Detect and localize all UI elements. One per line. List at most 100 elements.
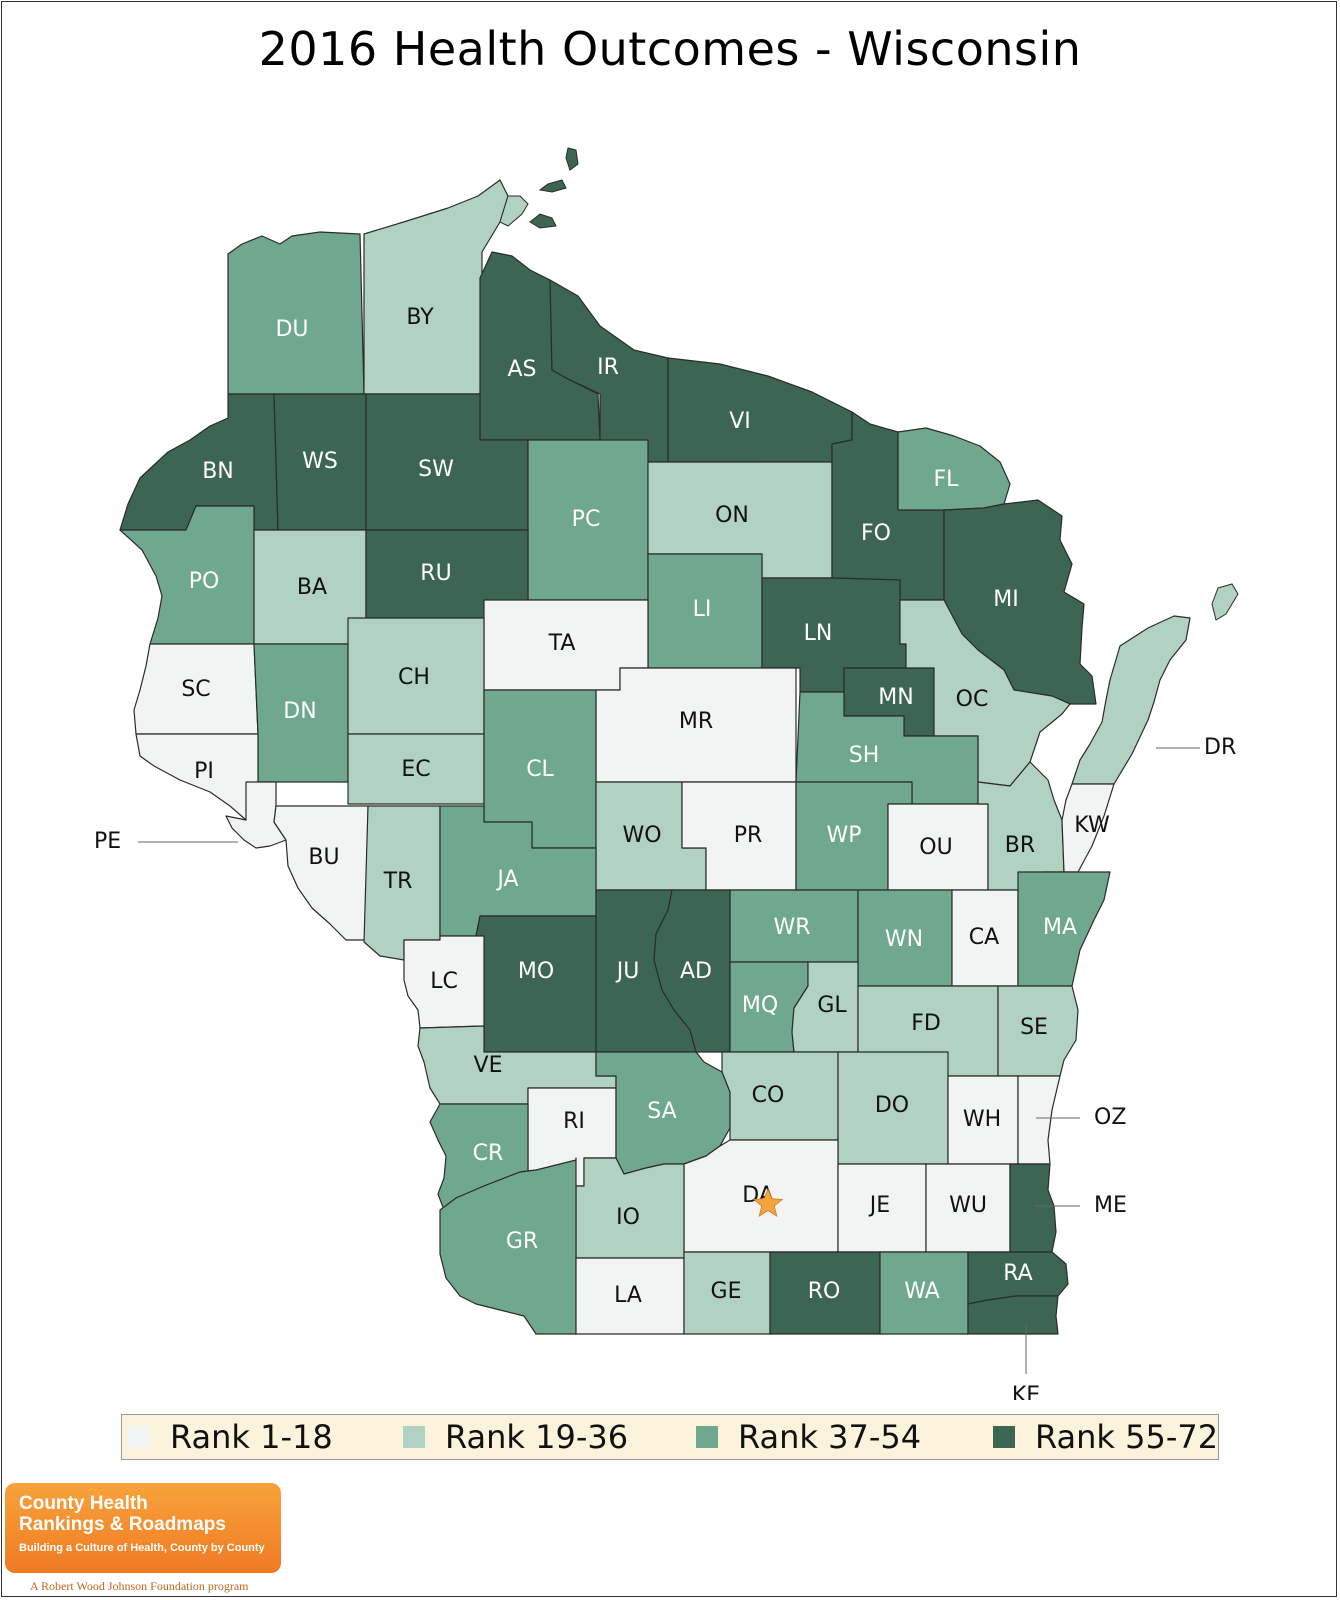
county-label-wo: WO — [622, 823, 661, 848]
county-dr-island — [1211, 583, 1239, 621]
legend-swatch — [128, 1426, 150, 1448]
county-label-ln: LN — [804, 621, 833, 646]
county-label-by: BY — [406, 305, 434, 330]
county-label-on: ON — [715, 503, 749, 528]
county-oz[interactable] — [1017, 1075, 1061, 1165]
county-label-fd: FD — [911, 1011, 941, 1036]
county-pi[interactable] — [135, 733, 259, 821]
county-label-li: LI — [693, 597, 712, 622]
capital-marker — [752, 1187, 784, 1217]
county-fl[interactable] — [897, 427, 1011, 511]
county-label-io: IO — [616, 1205, 640, 1230]
legend-swatch — [993, 1426, 1015, 1448]
leader-lines — [138, 747, 1200, 1374]
county-label-ru: RU — [420, 561, 451, 586]
county-label-as: AS — [507, 357, 536, 382]
county-label-mr: MR — [679, 709, 713, 734]
county-label-ca: CA — [969, 925, 999, 950]
legend-label: Rank 37-54 — [738, 1418, 922, 1456]
legend-item-rank-19-36: Rank 19-36 — [403, 1418, 629, 1456]
county-label-ja: JA — [495, 867, 518, 892]
county-label-cr: CR — [473, 1141, 504, 1166]
county-label-fo: FO — [861, 521, 891, 546]
legend-label: Rank 19-36 — [445, 1418, 629, 1456]
county-label-ec: EC — [401, 757, 430, 782]
map-legend: Rank 1-18 Rank 19-36 Rank 37-54 Rank 55-… — [121, 1414, 1219, 1460]
logo-tagline: Building a Culture of Health, County by … — [19, 1542, 265, 1554]
county-label-ge: GE — [711, 1279, 742, 1304]
county-label-wh: WH — [963, 1107, 1001, 1132]
county-label-dr: DR — [1204, 735, 1236, 760]
county-label-po: PO — [189, 569, 220, 594]
map-title: 2016 Health Outcomes - Wisconsin — [258, 22, 1082, 76]
county-label-wu: WU — [949, 1193, 987, 1218]
county-label-ir: IR — [597, 355, 619, 380]
county-label-fl: FL — [934, 467, 960, 492]
county-label-ju: JU — [615, 959, 640, 984]
county-label-cl: CL — [526, 757, 554, 782]
county-label-du: DU — [275, 317, 308, 342]
county-label-pi: PI — [194, 759, 214, 784]
county-mo[interactable] — [475, 915, 597, 1053]
county-label-gl: GL — [817, 993, 847, 1018]
county-label-mn: MN — [878, 685, 913, 710]
county-label-wr: WR — [773, 915, 810, 940]
county-label-wn: WN — [885, 927, 923, 952]
county-io[interactable] — [575, 1157, 685, 1259]
county-pe[interactable] — [225, 781, 287, 849]
county-by-island — [499, 195, 529, 227]
county-health-rankings-logo[interactable]: County Health Rankings & Roadmaps Buildi… — [5, 1483, 281, 1573]
county-me[interactable] — [1009, 1163, 1057, 1253]
county-label-ta: TA — [548, 631, 576, 656]
county-as-island — [529, 213, 557, 229]
county-bu[interactable] — [273, 805, 369, 941]
county-label-ma: MA — [1043, 915, 1077, 940]
county-vi[interactable] — [667, 357, 853, 473]
county-dr[interactable] — [1071, 615, 1191, 785]
county-label-dn: DN — [283, 699, 316, 724]
legend-swatch — [403, 1426, 425, 1448]
county-label-ad: AD — [680, 959, 712, 984]
legend-swatch — [696, 1426, 718, 1448]
county-label-lc: LC — [430, 969, 458, 994]
county-label-wp: WP — [826, 823, 861, 848]
county-label-ws: WS — [302, 449, 338, 474]
legend-item-rank-37-54: Rank 37-54 — [696, 1418, 922, 1456]
county-label-tr: TR — [383, 869, 413, 894]
legend-item-rank-1-18: Rank 1-18 — [128, 1418, 333, 1456]
county-label-mo: MO — [518, 959, 554, 984]
legend-label: Rank 1-18 — [170, 1418, 333, 1456]
county-as-island — [538, 179, 567, 193]
rwjf-program-credit: A Robert Wood Johnson Foundation program — [30, 1579, 249, 1593]
county-label-sh: SH — [849, 743, 880, 768]
county-label-oz: OZ — [1094, 1105, 1126, 1130]
county-gl[interactable] — [791, 961, 859, 1053]
county-oc[interactable] — [899, 599, 1071, 787]
county-label-bn: BN — [202, 459, 234, 484]
wisconsin-county-map: DU BY AS IR VI BN WS SW PC ON FO FL MI PO BA RU LI LN TA SC… — [94, 147, 1239, 1400]
county-label-je: JE — [868, 1193, 890, 1218]
county-as-island — [565, 147, 579, 171]
county-label-do: DO — [875, 1093, 909, 1118]
county-label-ke: KE — [1012, 1383, 1040, 1400]
county-label-pc: PC — [572, 507, 601, 532]
county-du[interactable] — [227, 231, 365, 395]
county-label-sw: SW — [418, 457, 454, 482]
county-label-pe: PE — [94, 829, 121, 854]
county-label-co: CO — [752, 1083, 785, 1108]
county-dn[interactable] — [253, 643, 349, 783]
county-label-ch: CH — [398, 665, 430, 690]
county-label-mi: MI — [993, 587, 1018, 612]
county-label-sa: SA — [647, 1099, 676, 1124]
logo-line2: Rankings & Roadmaps — [19, 1514, 226, 1535]
county-label-sc: SC — [181, 677, 210, 702]
county-label-kw: KW — [1074, 813, 1110, 838]
county-label-bu: BU — [308, 845, 339, 870]
county-label-ve: VE — [474, 1053, 503, 1078]
county-gr[interactable] — [439, 1157, 577, 1335]
county-label-ri: RI — [563, 1109, 585, 1134]
county-label-ra: RA — [1003, 1261, 1032, 1286]
county-label-me: ME — [1094, 1193, 1127, 1218]
county-ke[interactable] — [967, 1295, 1059, 1335]
